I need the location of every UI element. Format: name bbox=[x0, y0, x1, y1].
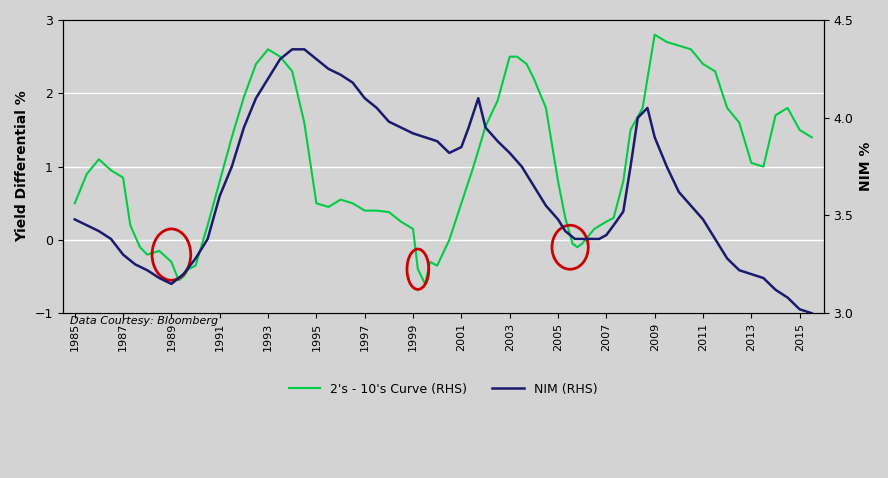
2's - 10's Curve (RHS) bbox=[420, 281, 431, 287]
NIM (RHS) bbox=[758, 275, 769, 281]
NIM (RHS) bbox=[632, 115, 643, 120]
NIM (RHS) bbox=[408, 130, 418, 136]
2's - 10's Curve (RHS) bbox=[93, 156, 104, 162]
NIM (RHS) bbox=[444, 150, 455, 156]
2's - 10's Curve (RHS) bbox=[432, 263, 442, 269]
Line: NIM (RHS): NIM (RHS) bbox=[75, 49, 812, 313]
2's - 10's Curve (RHS) bbox=[173, 277, 184, 283]
2's - 10's Curve (RHS) bbox=[746, 160, 757, 166]
Y-axis label: Yield Differential %: Yield Differential % bbox=[15, 91, 29, 242]
NIM (RHS) bbox=[806, 310, 817, 316]
Legend: 2's - 10's Curve (RHS), NIM (RHS): 2's - 10's Curve (RHS), NIM (RHS) bbox=[284, 378, 602, 401]
NIM (RHS) bbox=[166, 281, 177, 287]
NIM (RHS) bbox=[69, 217, 80, 222]
2's - 10's Curve (RHS) bbox=[782, 105, 793, 111]
Text: Data Courtesy: Bloomberg: Data Courtesy: Bloomberg bbox=[70, 316, 218, 326]
2's - 10's Curve (RHS) bbox=[521, 61, 532, 67]
2's - 10's Curve (RHS) bbox=[69, 200, 80, 206]
Line: 2's - 10's Curve (RHS): 2's - 10's Curve (RHS) bbox=[75, 35, 812, 284]
2's - 10's Curve (RHS) bbox=[806, 134, 817, 140]
Y-axis label: NIM %: NIM % bbox=[859, 142, 873, 191]
NIM (RHS) bbox=[287, 46, 297, 52]
2's - 10's Curve (RHS) bbox=[649, 32, 660, 38]
NIM (RHS) bbox=[190, 256, 201, 261]
